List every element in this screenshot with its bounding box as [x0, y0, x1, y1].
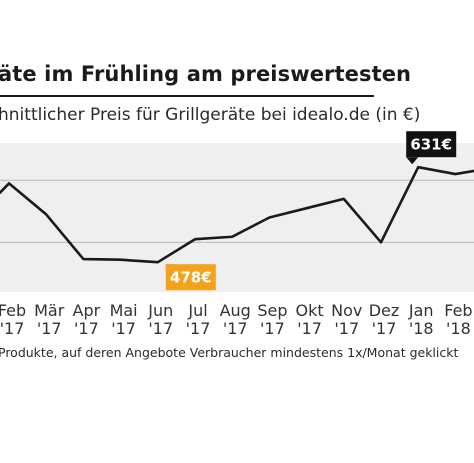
callout-pointer-1: [406, 157, 419, 165]
x-tick-year-3: '17: [111, 319, 136, 338]
x-tick-year-10: '17: [372, 319, 397, 338]
x-tick-month-3: Mai: [110, 301, 138, 320]
chart-footnote: Produkte, auf deren Angebote Verbraucher…: [0, 345, 459, 360]
x-tick-year-8: '17: [297, 319, 322, 338]
x-tick-month-2: Apr: [73, 301, 101, 320]
series-line-group: [0, 165, 474, 264]
plot-background: [0, 143, 474, 292]
x-tick-month-4: Jun: [147, 301, 173, 320]
x-tick-year-0: '17: [0, 319, 24, 338]
callout-label-0: 478€: [170, 269, 212, 287]
callout-box-0: [165, 264, 216, 291]
x-tick-year-2: '17: [74, 319, 99, 338]
x-tick-month-5: Jul: [187, 301, 207, 320]
annotations: 478€ 631€: [165, 131, 457, 291]
x-tick-month-7: Sep: [257, 301, 287, 320]
x-tick-year-7: '17: [260, 319, 285, 338]
x-tick-year-11: '18: [409, 319, 434, 338]
x-tick-year-12: '18: [446, 319, 471, 338]
callout-label-1: 631€: [410, 136, 452, 154]
x-tick-month-6: Aug: [220, 301, 251, 320]
x-tick-month-0: Feb: [0, 301, 26, 320]
x-tick-month-8: Okt: [296, 301, 324, 320]
x-tick-year-1: '17: [37, 319, 62, 338]
x-tick-year-5: '17: [186, 319, 211, 338]
x-tick-month-11: Jan: [408, 301, 434, 320]
x-tick-year-4: '17: [148, 319, 173, 338]
x-axis-ticks: Feb'17Mär'17Apr'17Mai'17Jun'17Jul'17Aug'…: [0, 301, 473, 338]
callout-pointer-0: [165, 264, 175, 274]
chart-subtitle: hnittlicher Preis für Grillgeräte bei id…: [0, 105, 421, 125]
x-tick-year-9: '17: [334, 319, 359, 338]
callout-box-1: [406, 131, 457, 158]
x-tick-month-12: Feb: [444, 301, 472, 320]
x-tick-year-6: '17: [223, 319, 248, 338]
gridlines: [0, 179, 474, 243]
x-tick-month-9: Nov: [331, 301, 362, 320]
chart-title: äte im Frühling am preiswertesten: [0, 62, 412, 86]
title-underline: [0, 95, 374, 97]
x-tick-month-1: Mär: [34, 301, 65, 320]
x-tick-month-10: Dez: [369, 301, 400, 320]
